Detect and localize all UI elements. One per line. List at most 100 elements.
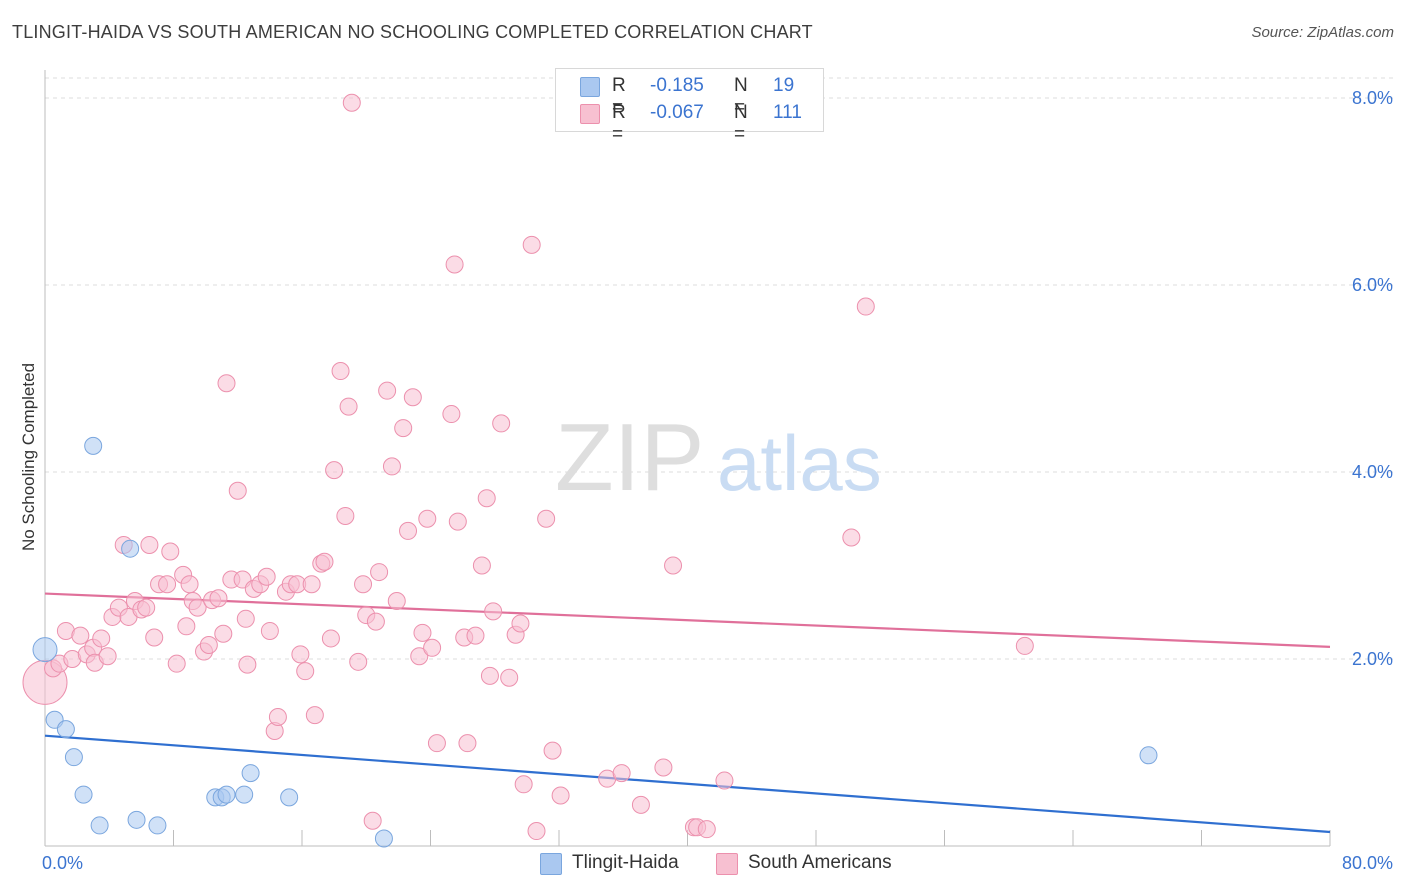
south-american-point: [363, 811, 382, 830]
x-tick-label: 0.0%: [42, 853, 83, 873]
south-american-point: [321, 629, 340, 648]
south-american-point: [349, 652, 368, 671]
n-value: 111: [773, 102, 802, 123]
tlingit-haida-point: [217, 785, 236, 804]
south-american-point: [423, 638, 442, 657]
south-american-point: [394, 419, 413, 438]
south-american-point: [336, 506, 355, 525]
south-americans-swatch: [716, 853, 738, 875]
tlingit-haida-point: [235, 785, 254, 804]
tlingit-haida-point: [90, 816, 109, 835]
south-american-point: [480, 666, 499, 685]
south-american-point: [472, 556, 491, 575]
tick-labels: 2.0% 4.0% 6.0% 8.0% 0.0% 80.0%: [42, 88, 1393, 873]
watermark-zip: ZIP: [555, 404, 704, 511]
south-american-point: [466, 626, 485, 645]
tlingit-haida-point: [56, 720, 75, 739]
tlingit-haida-point: [148, 816, 167, 835]
south-american-point: [418, 509, 437, 528]
data-points: [22, 93, 1158, 848]
south-americans-trend-line: [44, 592, 1331, 648]
tlingit-haida-point: [32, 637, 58, 663]
south-american-point: [325, 461, 344, 480]
tlingit-haida-swatch: [540, 853, 562, 875]
south-american-point: [236, 609, 255, 628]
south-american-point: [458, 734, 477, 753]
r-value: -0.067: [650, 102, 704, 123]
south-american-point: [403, 388, 422, 407]
south-american-point: [370, 563, 389, 582]
south-american-point: [410, 647, 429, 666]
south-american-point: [856, 297, 875, 316]
south-american-point: [522, 235, 541, 254]
r-label: R =: [612, 75, 626, 118]
south-american-point: [305, 706, 324, 725]
south-american-point: [537, 509, 556, 528]
south-american-point: [214, 624, 233, 643]
y-axis-label: No Schooling Completed: [19, 363, 38, 551]
tlingit-haida-point: [121, 539, 140, 558]
south-american-point: [92, 629, 111, 648]
y-tick-label: 4.0%: [1352, 462, 1393, 482]
south-american-point: [167, 654, 186, 673]
south-american-point: [238, 655, 257, 674]
n-value: 19: [773, 75, 795, 96]
south-american-point: [302, 575, 321, 594]
south-american-point: [612, 764, 631, 783]
south-american-point: [445, 255, 464, 274]
south-american-point: [315, 552, 334, 571]
south-american-point: [161, 542, 180, 561]
south-american-point: [543, 741, 562, 760]
south-american-point: [291, 645, 310, 664]
south-american-point: [514, 775, 533, 794]
stats-legend: R = -0.185 N = 19 R = -0.067 N = 111: [555, 68, 824, 145]
south-american-point: [199, 635, 218, 654]
south-american-point: [413, 623, 432, 642]
south-american-point: [442, 405, 461, 424]
south-american-point: [382, 457, 401, 476]
tlingit-haida-point: [1139, 746, 1158, 765]
south-american-point: [654, 758, 673, 777]
south-american-point: [500, 668, 519, 687]
south-american-point: [137, 598, 156, 617]
south-american-point: [366, 612, 385, 631]
legend-label: Tlingit-Haida: [572, 852, 679, 873]
tlingit-haida-point: [84, 436, 103, 455]
south-american-point: [188, 598, 207, 617]
source-credit: Source: ZipAtlas.com: [1251, 24, 1394, 41]
south-american-point: [484, 602, 503, 621]
tlingit-haida-trend-line: [44, 734, 1331, 834]
tlingit-haida-point: [127, 810, 146, 829]
trend-lines: [44, 592, 1331, 834]
south-american-point: [477, 489, 496, 508]
south-american-point: [399, 521, 418, 540]
r-value: -0.185: [650, 75, 704, 96]
south-american-point: [551, 786, 570, 805]
south-american-point: [260, 621, 279, 640]
south-american-point: [492, 414, 511, 433]
south-american-point: [427, 734, 446, 753]
y-tick-label: 2.0%: [1352, 649, 1393, 669]
south-american-point: [378, 381, 397, 400]
south-american-point: [664, 556, 683, 575]
south-american-point: [842, 528, 861, 547]
south-americans-swatch: [580, 104, 600, 124]
south-american-point: [527, 822, 546, 841]
legend-label: South Americans: [748, 852, 892, 873]
south-american-point: [448, 512, 467, 531]
tlingit-haida-point: [74, 785, 93, 804]
south-american-point: [158, 575, 177, 594]
y-tick-label: 6.0%: [1352, 275, 1393, 295]
south-american-point: [331, 362, 350, 381]
south-american-point: [1015, 636, 1034, 655]
south-american-point: [511, 614, 530, 633]
south-american-point: [387, 592, 406, 611]
tlingit-swatch: [580, 77, 600, 97]
n-label: N =: [734, 102, 748, 145]
tlingit-haida-point: [280, 788, 299, 807]
south-american-point: [296, 662, 315, 681]
south-american-point: [697, 820, 716, 839]
south-american-point: [342, 93, 361, 112]
south-american-point: [228, 481, 247, 500]
